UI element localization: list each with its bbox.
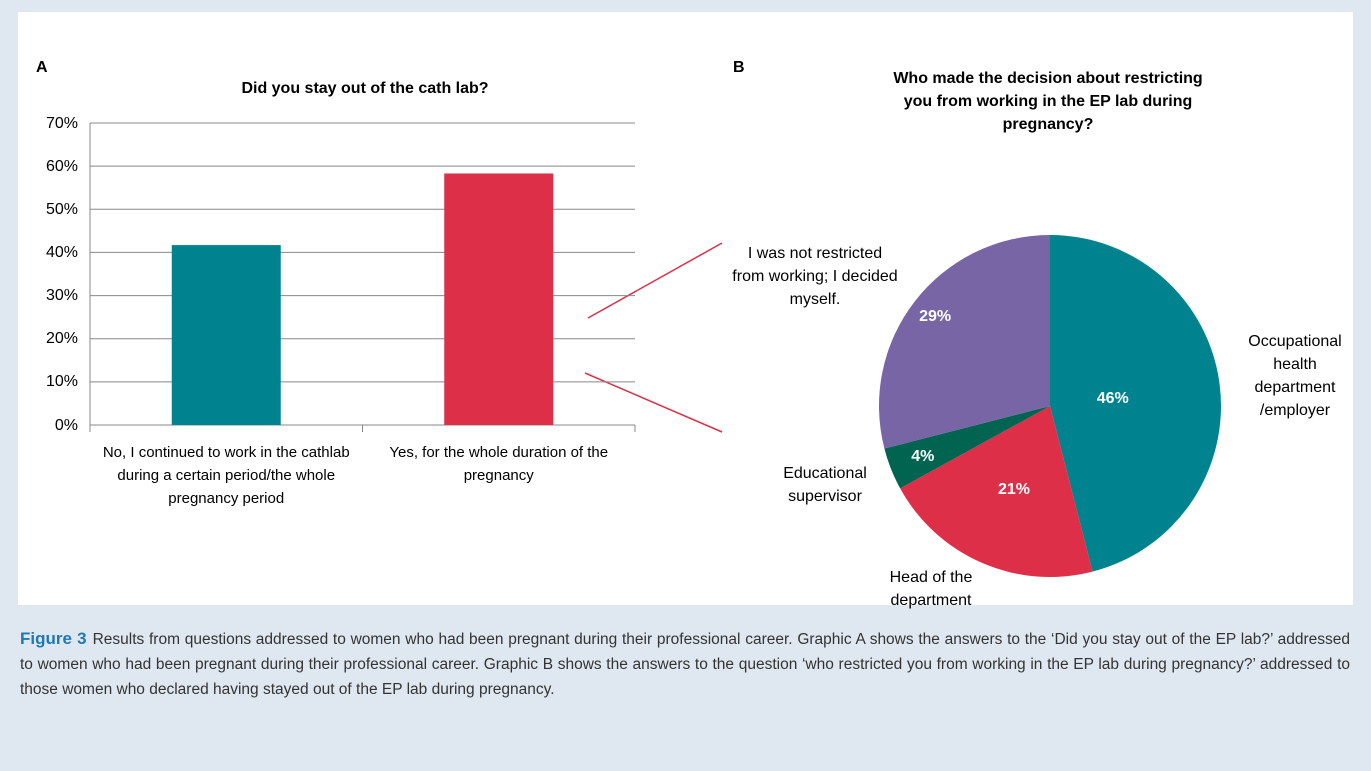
y-tick-label: 0% [54, 416, 78, 434]
bar [444, 173, 554, 425]
y-tick-label: 70% [45, 114, 78, 132]
pie-slice [878, 235, 1050, 449]
y-tick-label: 20% [45, 330, 78, 348]
panel-label: B [733, 59, 745, 76]
x-tick-label: Yes, for the whole duration of the pregn… [389, 444, 609, 484]
chart-title: Who made the decision about restricting … [893, 70, 1203, 133]
y-tick-label: 30% [45, 287, 78, 305]
value-label: 29% [919, 308, 952, 326]
pie-slice [884, 406, 1050, 489]
slice-label: Educational supervisor [783, 465, 867, 505]
chart-title: Did you stay out of the cath lab? [241, 80, 489, 97]
value-label: 4% [911, 447, 935, 465]
bar [171, 245, 281, 425]
caption-text: Results from questions addressed to wome… [20, 631, 1350, 698]
caption: Figure 3 Results from questions addressed… [20, 626, 1350, 702]
slice-label: Occupational health department /employer [1248, 333, 1342, 419]
connector-line [587, 242, 723, 319]
panel-label: A [36, 59, 48, 76]
value-label: 46% [1096, 389, 1129, 407]
y-tick-label: 60% [45, 157, 78, 175]
pie-slice [900, 406, 1093, 578]
connector-line [584, 372, 723, 433]
slice-label: Head of the department [889, 569, 973, 609]
y-tick-label: 40% [45, 243, 78, 261]
y-tick-label: 50% [45, 200, 78, 218]
caption-label: Figure 3 [20, 629, 87, 648]
y-tick-label: 10% [45, 373, 78, 391]
slice-label: I was not restricted from working; I dec… [732, 245, 898, 308]
x-tick-label: No, I continued to work in the cathlab d… [102, 444, 350, 507]
pie-slice [1050, 235, 1222, 572]
value-label: 21% [997, 480, 1031, 498]
